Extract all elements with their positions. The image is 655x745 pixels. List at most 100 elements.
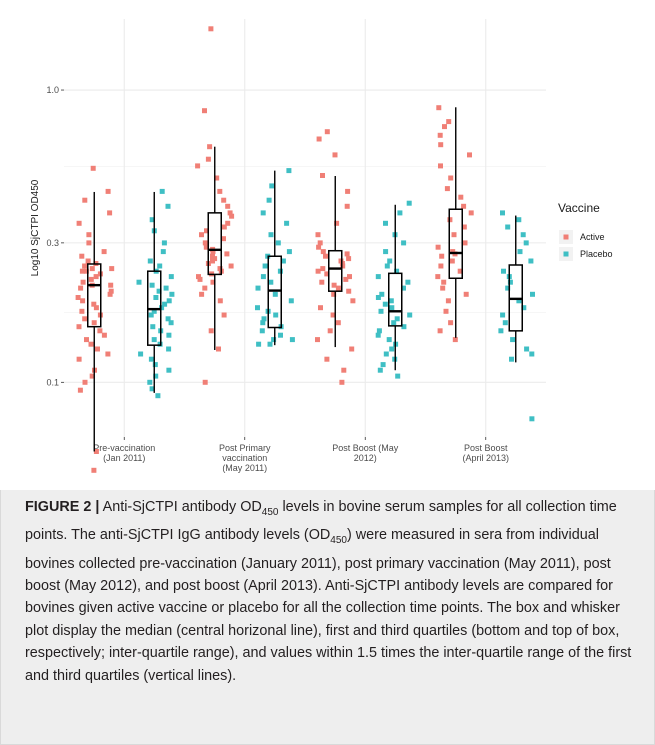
data-point [529, 416, 535, 422]
data-point [401, 240, 407, 246]
data-point [108, 288, 114, 294]
data-point [277, 268, 283, 274]
data-point [401, 324, 407, 330]
data-point [445, 298, 451, 304]
data-point [284, 220, 290, 226]
data-point [76, 356, 82, 362]
data-point [204, 228, 209, 234]
data-point [214, 175, 220, 181]
data-point [330, 312, 336, 318]
data-point [229, 213, 235, 219]
data-point [316, 244, 322, 250]
data-point [195, 163, 201, 169]
data-point [225, 220, 231, 226]
data-point [166, 367, 172, 373]
data-point [275, 240, 281, 246]
data-point [384, 263, 390, 269]
data-point [166, 332, 172, 338]
data-point [95, 346, 100, 352]
data-point [448, 175, 454, 181]
data-point [221, 224, 227, 230]
data-point [437, 132, 443, 138]
data-point [86, 240, 92, 246]
data-point [159, 305, 165, 311]
y-tick-label: 1.0 [46, 85, 59, 95]
data-point [344, 203, 350, 209]
data-point [269, 183, 275, 189]
data-point [323, 253, 328, 259]
data-point [107, 291, 113, 297]
data-point [89, 373, 95, 379]
data-point [317, 240, 323, 246]
data-point [166, 298, 172, 304]
data-point [521, 305, 527, 311]
data-point [260, 274, 266, 280]
data-point [345, 188, 351, 194]
data-point [221, 312, 227, 318]
data-point [155, 393, 161, 399]
data-point [386, 337, 392, 343]
data-point [500, 312, 506, 318]
data-point [82, 263, 88, 269]
axes: 0.1 0.3 1.0 Pre-vaccination (Jan 2011) Post P… [46, 85, 509, 473]
data-point [205, 156, 211, 162]
box [388, 272, 403, 327]
data-point [315, 337, 320, 343]
plot-panel [64, 19, 546, 437]
data-point [441, 279, 447, 285]
data-point [320, 173, 325, 178]
data-point [388, 298, 394, 304]
data-point [462, 240, 468, 246]
data-point [273, 312, 279, 318]
data-point [407, 312, 413, 318]
data-point [196, 274, 201, 280]
data-point [383, 220, 388, 226]
data-point [79, 268, 85, 274]
y-axis-title: Log10 SjCTPI OD450 [30, 179, 41, 276]
data-point [331, 282, 337, 288]
data-point [149, 386, 155, 392]
boxplots [87, 107, 523, 452]
data-point [315, 232, 321, 238]
data-point [341, 367, 347, 373]
data-point [148, 312, 154, 318]
data-point [217, 188, 223, 194]
data-point [79, 253, 85, 259]
data-point [500, 210, 505, 216]
data-point [93, 274, 99, 280]
data-point [147, 258, 153, 264]
data-point [443, 308, 449, 314]
legend: Vaccine Active Placebo [558, 201, 613, 261]
data-point [268, 279, 274, 285]
data-point [166, 346, 172, 352]
data-point [448, 320, 454, 326]
data-point [516, 217, 522, 223]
box [328, 249, 343, 292]
data-point [161, 240, 167, 246]
data-point [101, 249, 107, 255]
data-point [383, 249, 389, 255]
data-point [91, 301, 97, 307]
x-tick-label: Pre-vaccination (Jan 2011) [93, 443, 155, 463]
data-point [136, 279, 142, 285]
data-point [271, 337, 277, 343]
data-point [208, 328, 214, 334]
data-point [163, 285, 169, 291]
x-tick-label: Post Boost (April 2013) [462, 443, 509, 463]
data-point [452, 337, 458, 343]
data-point [255, 305, 260, 311]
data-point [315, 268, 321, 274]
data-point [458, 194, 464, 200]
data-point [162, 301, 168, 307]
figure-label: FIGURE 2 | [25, 499, 100, 515]
data-point [289, 337, 295, 343]
data-point [389, 346, 395, 352]
data-point [438, 163, 443, 169]
data-point [168, 320, 174, 326]
data-point [77, 387, 83, 393]
data-point [168, 274, 174, 280]
data-point [505, 285, 511, 291]
data-point [91, 320, 97, 326]
data-point [89, 266, 95, 272]
data-point [76, 220, 82, 226]
